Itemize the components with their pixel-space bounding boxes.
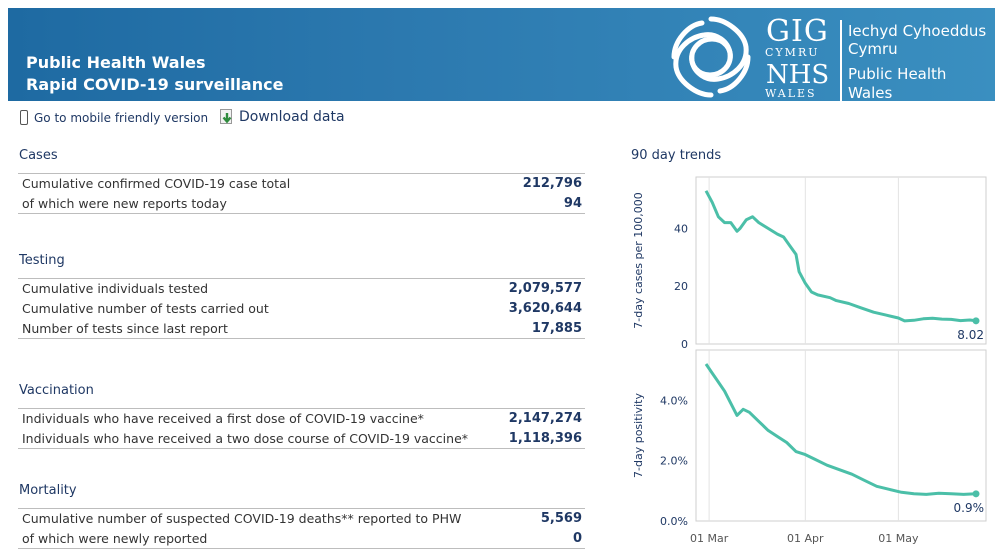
row-value: 17,885 bbox=[531, 321, 582, 336]
row-value: 1,118,396 bbox=[508, 431, 582, 446]
mobile-version-label: Go to mobile friendly version bbox=[34, 110, 209, 125]
row-label: Cumulative individuals tested bbox=[22, 281, 209, 296]
y-tick-label: 2.0% bbox=[660, 455, 688, 468]
y-tick-label: 0.0% bbox=[660, 515, 688, 528]
mortality-heading: Mortality bbox=[19, 483, 77, 498]
logo-english-name-1: Public Health bbox=[848, 65, 947, 83]
row-label: of which were new reports today bbox=[22, 196, 227, 211]
divider bbox=[18, 548, 585, 549]
x-tick-label: 01 Mar bbox=[690, 532, 729, 545]
series-line bbox=[704, 363, 977, 496]
logo-welsh-name-1: Iechyd Cyhoeddus bbox=[848, 22, 987, 40]
y-tick-label: 0 bbox=[681, 338, 688, 351]
row-label: of which were newly reported bbox=[22, 531, 208, 546]
table-row: Cumulative individuals tested 2,079,577 bbox=[22, 281, 582, 296]
download-data-label: Download data bbox=[239, 109, 345, 125]
divider bbox=[18, 213, 585, 214]
y-axis-label: 7-day cases per 100,000 bbox=[632, 192, 645, 328]
divider bbox=[18, 448, 585, 449]
end-point bbox=[972, 317, 980, 325]
logo-english-name-2: Wales bbox=[848, 84, 893, 102]
testing-heading: Testing bbox=[19, 253, 65, 268]
vaccination-heading: Vaccination bbox=[19, 383, 94, 398]
trend-charts: 0 20 40 7-day cases per 100,000 8.02 0.0% 2.0%… bbox=[632, 176, 987, 545]
row-label: Individuals who have received a two dose… bbox=[22, 431, 469, 446]
download-data-link[interactable]: Download data bbox=[220, 109, 345, 125]
table-row: of which were newly reported 0 bbox=[22, 531, 582, 546]
logo-welsh-name-2: Cymru bbox=[848, 40, 898, 58]
row-label: Cumulative confirmed COVID-19 case total bbox=[22, 176, 291, 191]
divider bbox=[18, 338, 585, 339]
end-value-label: 8.02 bbox=[957, 328, 984, 342]
celtic-knot-logo-icon bbox=[671, 16, 751, 98]
header-banner: Public Health Wales Rapid COVID-19 surve… bbox=[8, 8, 995, 108]
row-label: Number of tests since last report bbox=[22, 321, 228, 336]
row-label: Cumulative number of suspected COVID-19 … bbox=[22, 511, 462, 526]
logo-wales: WALES bbox=[765, 87, 817, 100]
row-value: 0 bbox=[572, 531, 582, 546]
page-title: Public Health Wales bbox=[26, 53, 206, 72]
mobile-version-link[interactable]: Go to mobile friendly version bbox=[20, 110, 208, 125]
table-row: Cumulative number of tests carried out 3… bbox=[22, 301, 582, 316]
row-value: 2,147,274 bbox=[508, 411, 582, 426]
chart-frame bbox=[695, 176, 987, 345]
y-tick-label: 40 bbox=[674, 222, 688, 235]
table-row: of which were new reports today 94 bbox=[22, 196, 582, 211]
table-row: Individuals who have received a two dose… bbox=[22, 431, 582, 446]
end-point bbox=[972, 490, 980, 498]
divider bbox=[18, 278, 585, 279]
table-row: Cumulative confirmed COVID-19 case total… bbox=[22, 176, 582, 191]
end-value-label: 0.9% bbox=[954, 501, 985, 515]
y-axis-label: 7-day positivity bbox=[632, 393, 645, 478]
row-value: 3,620,644 bbox=[508, 301, 582, 316]
series-line bbox=[704, 190, 977, 323]
trends-heading: 90 day trends bbox=[631, 148, 722, 163]
table-row: Number of tests since last report 17,885 bbox=[22, 321, 582, 336]
row-value: 2,079,577 bbox=[508, 281, 582, 296]
logo-cymru: CYMRU bbox=[765, 46, 820, 59]
divider bbox=[18, 508, 585, 509]
download-icon bbox=[220, 109, 232, 124]
divider bbox=[18, 173, 585, 174]
row-label: Cumulative number of tests carried out bbox=[22, 301, 269, 316]
row-label: Individuals who have received a first do… bbox=[22, 411, 424, 426]
x-tick-label: 01 Apr bbox=[787, 532, 824, 545]
y-tick-label: 20 bbox=[674, 280, 688, 293]
logo-nhs: NHS bbox=[766, 60, 830, 90]
x-tick-label: 01 May bbox=[878, 532, 919, 545]
table-row: Individuals who have received a first do… bbox=[22, 411, 582, 426]
row-value: 5,569 bbox=[540, 511, 582, 526]
logo-divider bbox=[840, 20, 842, 108]
table-row: Cumulative number of suspected COVID-19 … bbox=[22, 511, 582, 526]
row-value: 94 bbox=[563, 196, 582, 211]
page-subtitle: Rapid COVID-19 surveillance bbox=[26, 75, 284, 94]
y-tick-label: 4.0% bbox=[660, 394, 688, 407]
phone-icon bbox=[20, 110, 28, 125]
divider bbox=[18, 408, 585, 409]
chart-frame bbox=[695, 349, 987, 522]
row-value: 212,796 bbox=[522, 176, 582, 191]
cases-heading: Cases bbox=[19, 148, 58, 163]
logo-gig: GIG bbox=[766, 14, 829, 49]
